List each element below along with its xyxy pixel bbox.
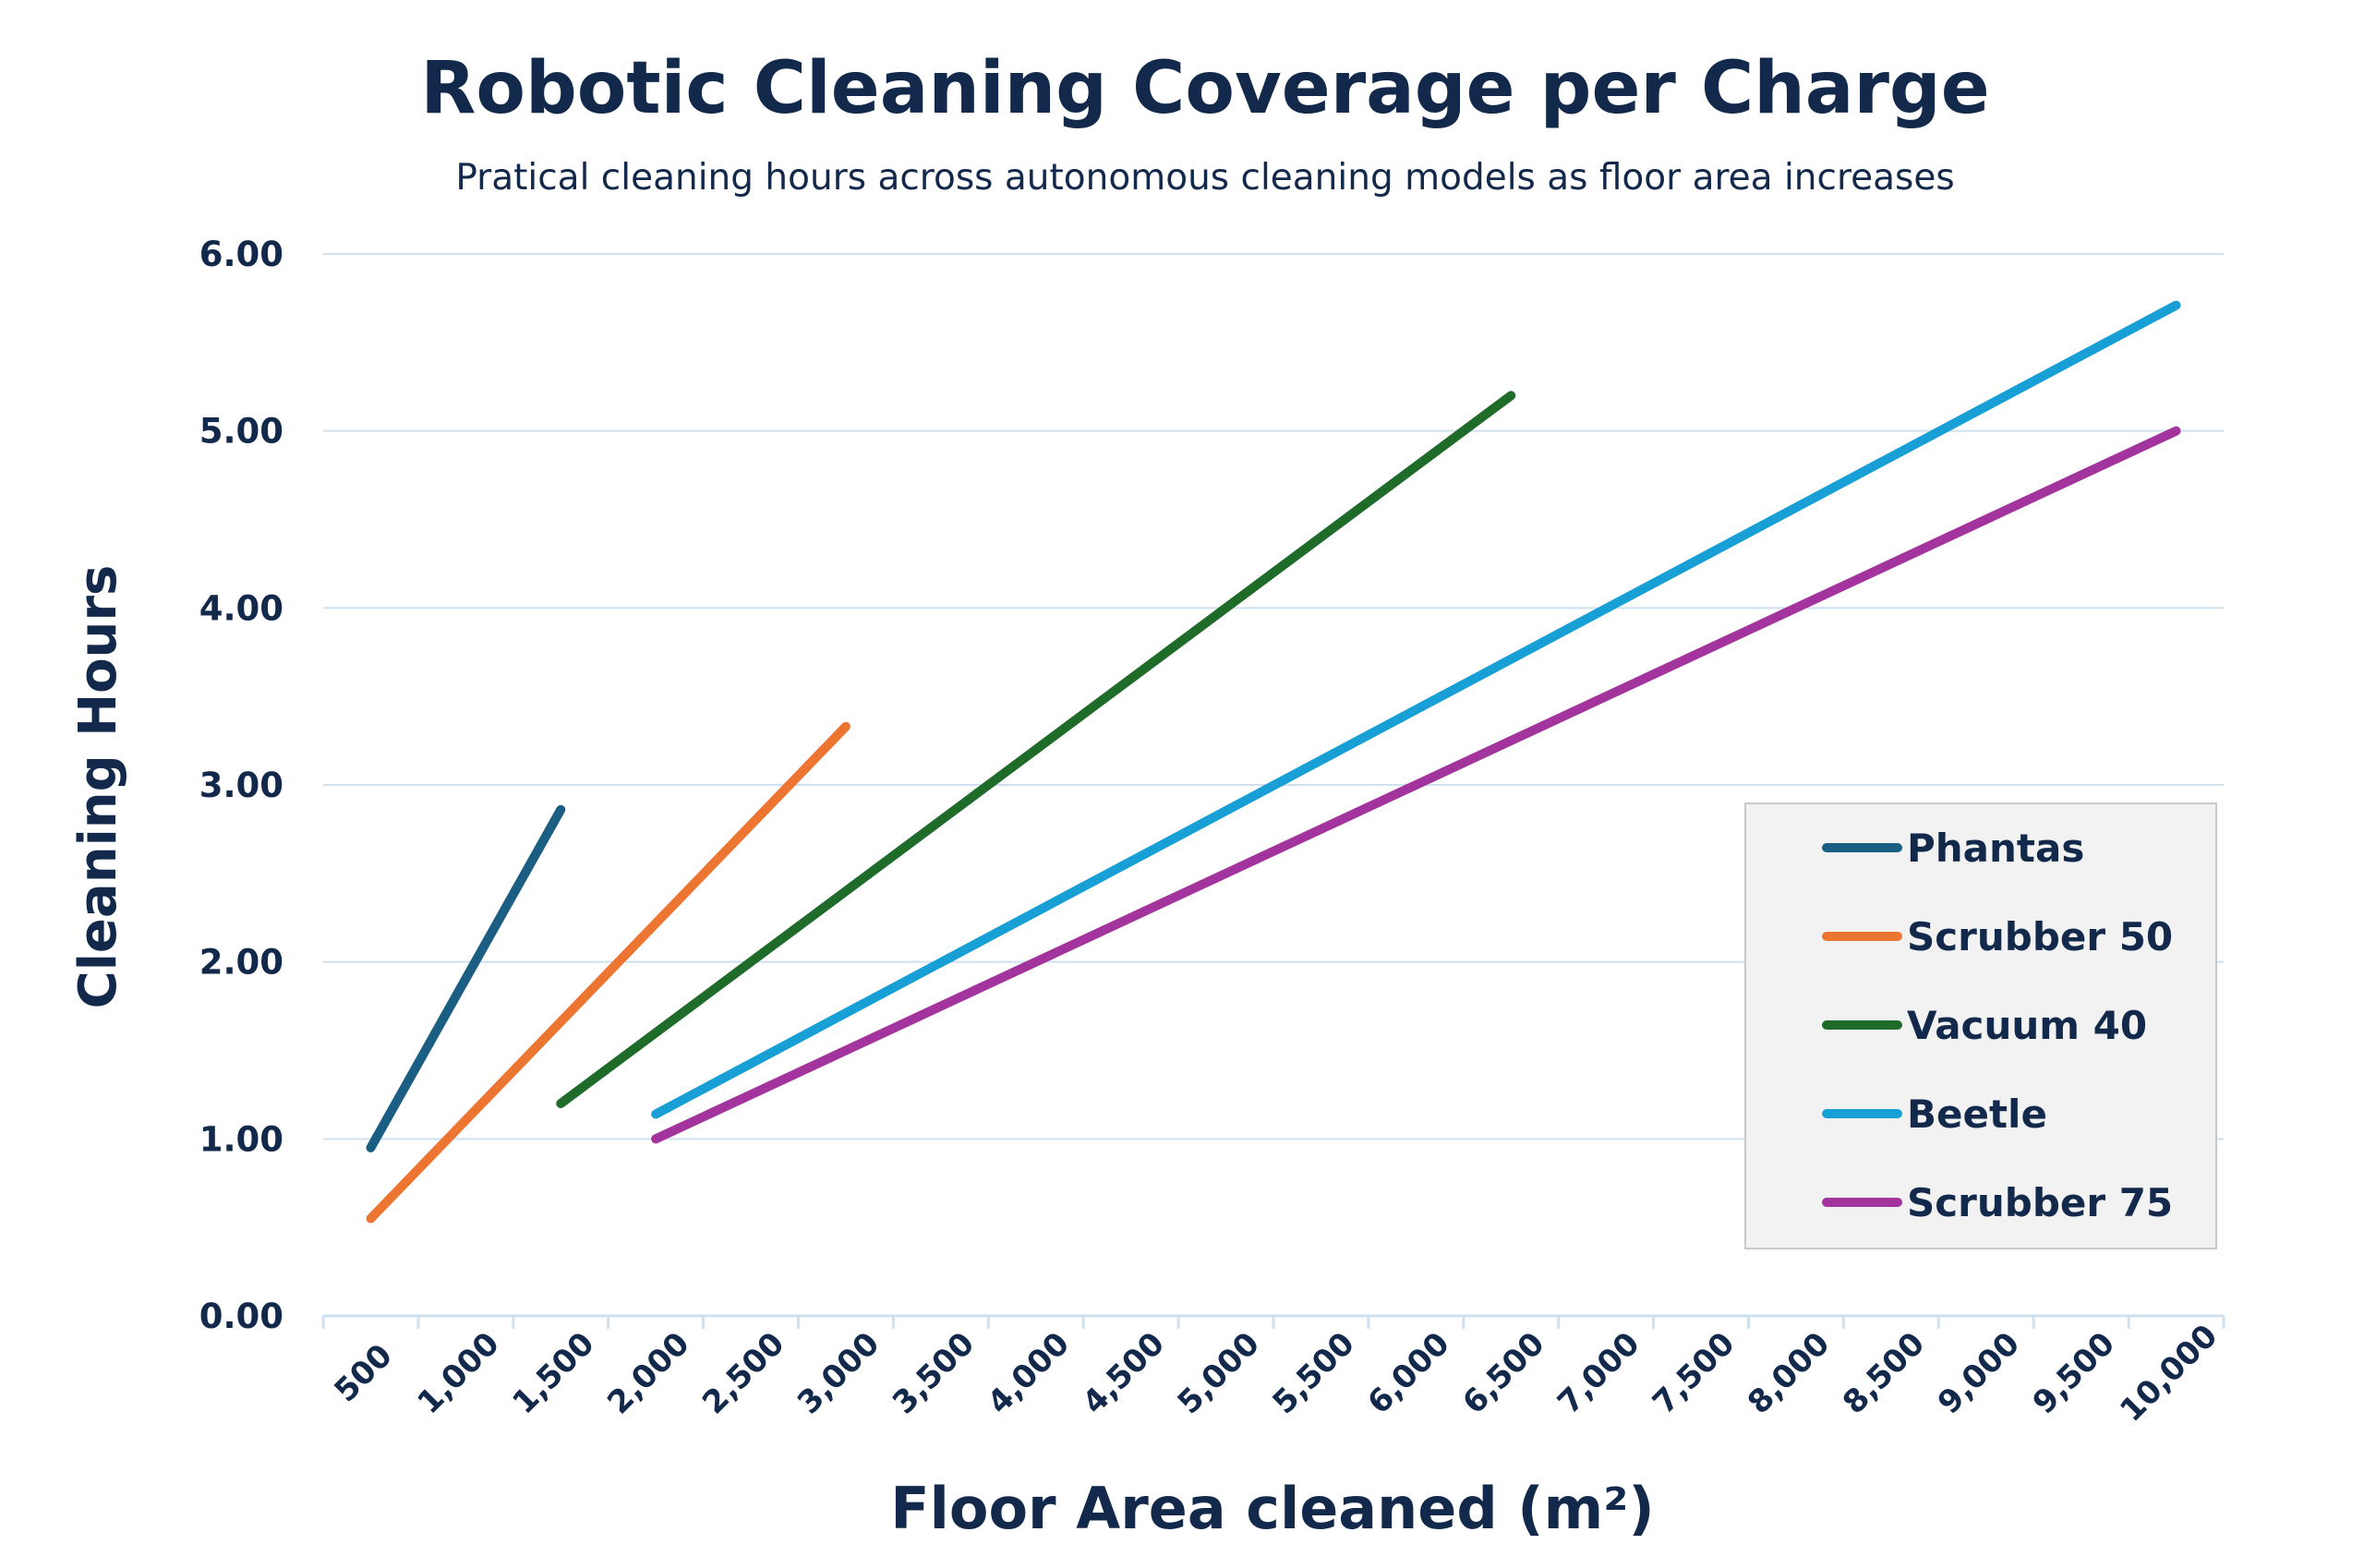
y-axis-title: Cleaning Hours (68, 565, 128, 1009)
y-tick-label: 3.00 (199, 766, 283, 805)
legend: Phantas Scrubber 50 Vacuum 40 Beetle Scrubbe… (1744, 802, 2217, 1249)
chart-title: Robotic Cleaning Coverage per Charge (420, 47, 1989, 130)
series-lines (366, 300, 2181, 1224)
legend-label: Beetle (1907, 1092, 2047, 1137)
y-tick-label: 5.00 (199, 412, 283, 452)
series-line-scrubber-50 (366, 721, 850, 1224)
legend-label: Scrubber 75 (1907, 1180, 2173, 1225)
legend-label: Phantas (1907, 826, 2084, 871)
series-line-vacuum-40 (556, 391, 1516, 1108)
y-tick-label: 6.00 (199, 235, 283, 274)
legend-label: Scrubber 50 (1907, 914, 2173, 959)
x-axis-title: Floor Area cleaned (m²) (890, 1475, 1654, 1542)
y-tick-label: 1.00 (199, 1119, 283, 1159)
y-axis: 0.00 1.00 2.00 3.00 4.00 5.00 6.00 (199, 235, 283, 1336)
legend-label: Vacuum 40 (1907, 1003, 2147, 1048)
chart-subtitle: Pratical cleaning hours across autonomou… (455, 157, 1954, 199)
y-tick-label: 0.00 (199, 1297, 283, 1336)
series-line-scrubber-75 (651, 426, 2181, 1144)
series-line-beetle (651, 300, 2181, 1119)
y-tick-label: 4.00 (199, 588, 283, 628)
series-line-phantas (366, 804, 566, 1152)
y-tick-label: 2.00 (199, 943, 283, 983)
